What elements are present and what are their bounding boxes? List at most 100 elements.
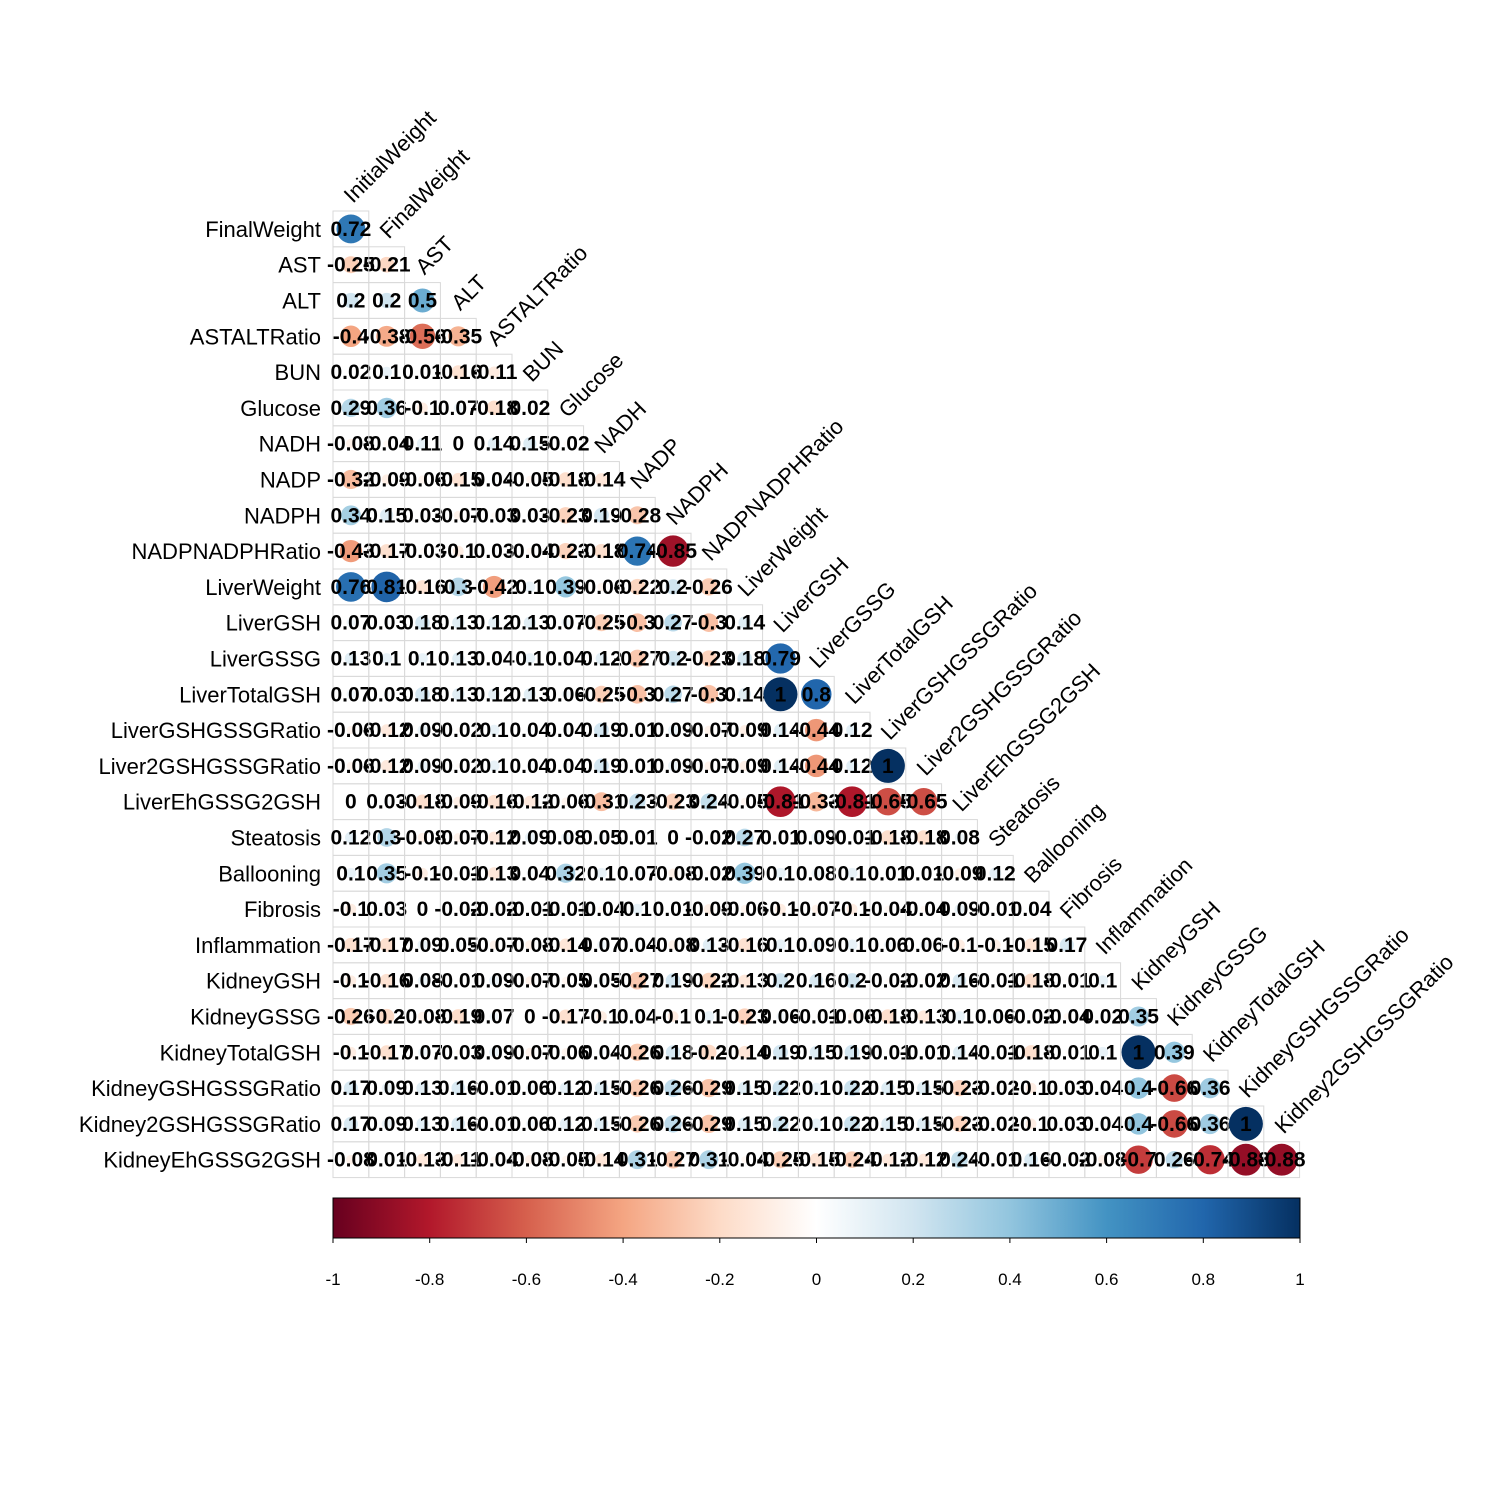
cell: 0.36 xyxy=(1190,1069,1231,1107)
correlation-circle xyxy=(809,1045,823,1059)
coefficient-label: 0.07 xyxy=(330,612,371,635)
coefficient-label: 0.03 xyxy=(474,540,515,563)
correlation-circle xyxy=(450,1009,466,1024)
row-label: LiverEhGSSG2GSH xyxy=(123,790,321,815)
row-label: KidneyGSSG xyxy=(190,1005,321,1030)
cell: 0.27 xyxy=(653,675,694,713)
coefficient-label: -0.15 xyxy=(434,469,482,492)
coefficient-label: 0.07 xyxy=(581,934,622,957)
cell: 0.13 xyxy=(688,926,729,964)
correlation-circle xyxy=(594,543,609,559)
coefficient-label: -0.66 xyxy=(1150,1077,1198,1100)
row-label: KidneyTotalGSH xyxy=(160,1040,321,1065)
coefficient-label: 0.03 xyxy=(366,683,407,706)
coefficient-label: 0.81 xyxy=(366,576,407,599)
correlation-circle xyxy=(380,724,393,736)
cell: -0.16 xyxy=(721,926,769,964)
cell: 0.35 xyxy=(366,854,407,892)
correlation-circle xyxy=(417,867,428,879)
coefficient-label: 0.13 xyxy=(438,612,479,635)
cell: 0.1 xyxy=(833,926,871,964)
coefficient-label: -0.14 xyxy=(542,934,590,957)
correlation-circle xyxy=(525,976,535,986)
coefficient-label: -0.17 xyxy=(363,1041,411,1064)
coefficient-label: -0.25 xyxy=(578,612,626,635)
correlation-circle xyxy=(993,978,998,983)
cell: 0.35 xyxy=(1118,998,1159,1035)
colorbar-tick-label: 0.2 xyxy=(901,1270,925,1289)
correlation-circle xyxy=(917,1081,931,1095)
coefficient-label: -0.16 xyxy=(470,791,518,814)
correlation-circle xyxy=(346,618,356,628)
coefficient-label: -0.01 xyxy=(542,898,590,921)
cell: 0.14 xyxy=(939,1033,980,1071)
correlation-circle xyxy=(664,1115,682,1133)
correlation-circle xyxy=(371,571,403,603)
row-label: KidneyGSH xyxy=(206,969,321,994)
cell: 0.04 xyxy=(474,461,515,498)
coefficient-label: -0.01 xyxy=(434,862,482,885)
correlation-circle xyxy=(1059,937,1074,952)
coefficient-label: -0.25 xyxy=(578,683,626,706)
cell: 0.1 xyxy=(1084,1033,1122,1071)
correlation-circle xyxy=(525,1119,535,1129)
correlation-circle xyxy=(921,978,927,984)
coefficient-label: -0.26 xyxy=(613,1077,661,1100)
correlation-circle xyxy=(734,862,756,884)
correlation-circle xyxy=(814,1014,819,1019)
correlation-circle xyxy=(846,939,858,951)
coefficient-label: -0.1 xyxy=(941,934,978,957)
cell: -0.18 xyxy=(864,819,912,856)
coefficient-label: 0.07 xyxy=(474,1006,515,1029)
coefficient-label: -0.13 xyxy=(900,1006,948,1029)
correlation-circle xyxy=(740,797,749,806)
coefficient-label: -0.02 xyxy=(864,970,912,993)
coefficient-label: 0.08 xyxy=(545,827,586,850)
correlation-circle xyxy=(1128,1006,1149,1027)
correlation-circle xyxy=(451,472,465,487)
cell: -0.09 xyxy=(434,783,482,821)
coefficient-label: 0.1 xyxy=(623,898,653,921)
correlation-circle xyxy=(775,903,786,915)
correlation-circle xyxy=(870,748,905,783)
correlation-circle xyxy=(383,619,390,626)
correlation-circle xyxy=(844,1044,860,1060)
correlation-circle xyxy=(379,1045,394,1060)
cell: 0.14 xyxy=(760,711,801,749)
correlation-circle xyxy=(561,976,570,985)
correlation-circle xyxy=(559,1082,572,1094)
correlation-circle xyxy=(886,1050,890,1055)
correlation-circle xyxy=(809,973,824,988)
correlation-circle xyxy=(561,1048,570,1057)
column-label: ASTALTRatio xyxy=(482,240,592,350)
cell: 0.1 xyxy=(511,568,549,606)
correlation-circle xyxy=(346,438,356,449)
correlation-circle xyxy=(562,655,570,662)
correlation-circle xyxy=(668,940,678,950)
coefficient-label: -0.09 xyxy=(721,755,769,778)
correlation-circle xyxy=(383,906,390,913)
cell: -0.16 xyxy=(470,783,518,821)
correlation-circle xyxy=(558,472,573,487)
cell: 0.22 xyxy=(832,1105,873,1143)
correlation-circle xyxy=(488,975,500,986)
coefficient-label: -0.04 xyxy=(1043,1006,1091,1029)
cell: 0.72 xyxy=(330,210,371,248)
colorbar-tick-label: 0 xyxy=(812,1270,821,1289)
cell: 0.09 xyxy=(474,1033,515,1071)
colorbar-tick-label: -0.4 xyxy=(608,1270,637,1289)
correlation-circle xyxy=(456,871,461,876)
coefficient-label: -0.06 xyxy=(399,469,447,492)
coefficient-label: 0.8 xyxy=(802,683,832,706)
coefficient-label: 0.74 xyxy=(617,540,658,563)
coefficient-label: -0.01 xyxy=(506,898,554,921)
row-label: Ballooning xyxy=(218,861,321,886)
coefficient-label: -0.09 xyxy=(936,862,984,885)
coefficient-label: -0.3 xyxy=(619,683,655,706)
correlation-circle xyxy=(628,506,647,525)
coefficient-label: -0.1 xyxy=(404,397,441,420)
cell: -0.44 xyxy=(792,747,841,785)
correlation-circle xyxy=(380,760,393,772)
correlation-circle xyxy=(633,1013,641,1020)
cell: 0.15 xyxy=(903,1069,944,1107)
